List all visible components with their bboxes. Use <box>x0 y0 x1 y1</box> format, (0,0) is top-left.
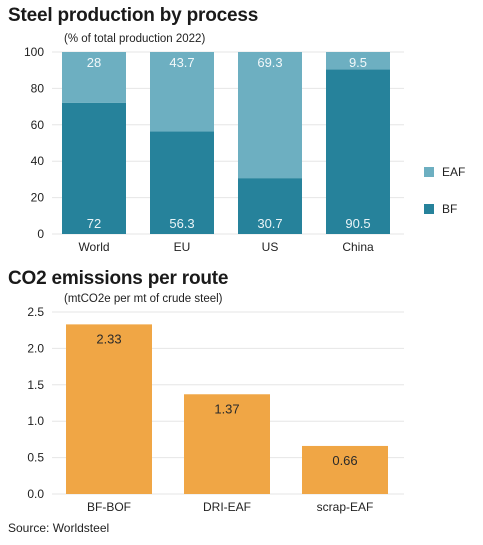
chart1-data-label-eaf: 43.7 <box>169 55 194 70</box>
chart1-bar-bf <box>238 178 302 234</box>
chart2-ytick-label: 0.5 <box>27 451 44 465</box>
chart1-category-label: US <box>262 240 279 254</box>
chart1-ytick-label: 40 <box>31 154 45 168</box>
chart1-category-label: World <box>78 240 109 254</box>
chart1-subtitle: (% of total production 2022) <box>64 33 206 45</box>
chart1-bar-eaf <box>150 52 214 132</box>
chart1-bar-eaf <box>238 52 302 179</box>
source-note: Source: Worldsteel <box>8 521 110 535</box>
chart2-ytick-label: 1.0 <box>27 414 44 428</box>
chart1-data-label-eaf: 69.3 <box>257 55 282 70</box>
chart1-data-label-bf: 30.7 <box>257 216 282 231</box>
chart2-bar <box>66 324 152 494</box>
chart2-category-label: scrap-EAF <box>317 500 374 514</box>
chart1-data-label-bf: 72 <box>87 216 101 231</box>
legend-swatch-eaf <box>424 167 434 177</box>
legend-label-eaf: EAF <box>442 165 465 179</box>
chart1-ytick-label: 80 <box>31 81 45 95</box>
legend-label-bf: BF <box>442 202 457 216</box>
chart1-ytick-label: 60 <box>31 118 45 132</box>
chart2-ytick-label: 2.0 <box>27 341 44 355</box>
chart2-ytick-label: 0.0 <box>27 487 44 501</box>
chart2-category-label: DRI-EAF <box>203 500 251 514</box>
chart1-bar-bf <box>150 131 214 234</box>
chart1-data-label-eaf: 28 <box>87 55 101 70</box>
chart1-data-label-bf: 56.3 <box>169 216 194 231</box>
chart2-ytick-label: 2.5 <box>27 305 44 319</box>
chart2-bar <box>184 394 270 494</box>
chart1-data-label-eaf: 9.5 <box>349 55 367 70</box>
chart2-data-label: 2.33 <box>96 331 121 346</box>
chart1-bar-eaf <box>326 52 390 70</box>
legend-swatch-bf <box>424 204 434 214</box>
chart1-ytick-label: 100 <box>24 45 44 59</box>
chart2-bar <box>302 445 388 494</box>
chart1-ytick-label: 0 <box>37 227 44 241</box>
chart1-bar-eaf <box>62 52 126 103</box>
chart2-category-label: BF-BOF <box>87 500 131 514</box>
chart2-ytick-label: 1.5 <box>27 378 44 392</box>
chart1-bar-bf <box>326 69 390 234</box>
chart1-title: Steel production by process <box>8 5 259 26</box>
chart1-data-label-bf: 90.5 <box>345 216 370 231</box>
chart1-bar-bf <box>62 102 126 235</box>
chart1-category-label: EU <box>174 240 191 254</box>
chart2-data-label: 0.66 <box>332 453 357 468</box>
chart1-category-label: China <box>342 240 374 254</box>
chart2-title: CO2 emissions per route <box>8 268 229 289</box>
chart2-subtitle: (mtCO2e per mt of crude steel) <box>64 293 223 305</box>
chart2-data-label: 1.37 <box>214 401 239 416</box>
chart1-ytick-label: 20 <box>31 191 45 205</box>
